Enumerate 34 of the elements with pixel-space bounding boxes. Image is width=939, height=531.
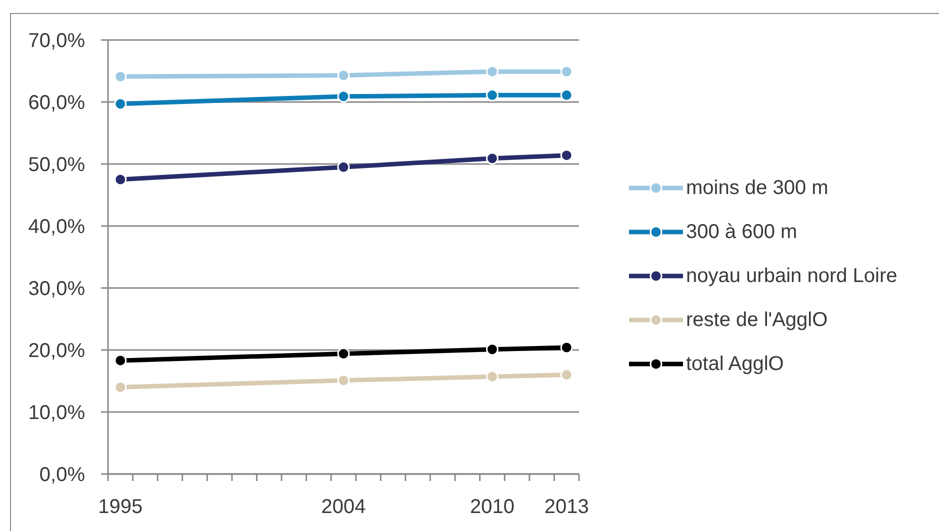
y-tick-label: 20,0% xyxy=(28,340,86,362)
legend-label: moins de 300 m xyxy=(686,176,828,200)
y-tick-label: 60,0% xyxy=(28,92,86,114)
point xyxy=(337,90,350,103)
point xyxy=(114,70,127,83)
point xyxy=(337,69,350,82)
point xyxy=(560,149,573,162)
point xyxy=(486,370,498,383)
x-tick-label: 2013 xyxy=(544,496,589,518)
y-tick-label: 40,0% xyxy=(28,216,86,238)
legend-label: noyau urbain nord Loire xyxy=(686,264,898,288)
x-tick-label: 2004 xyxy=(321,496,366,518)
y-tick-label: 10,0% xyxy=(28,402,86,424)
y-tick-label: 70,0% xyxy=(28,30,86,52)
legend-label: 300 à 600 m xyxy=(686,220,798,244)
legend-label: reste de l'AgglO xyxy=(686,308,828,332)
y-tick-label: 50,0% xyxy=(28,154,86,176)
point xyxy=(560,341,573,354)
point xyxy=(560,88,573,102)
y-tick-label: 0,0% xyxy=(39,464,86,486)
point xyxy=(486,343,498,356)
y-tick-label: 30,0% xyxy=(28,278,86,300)
x-tick-label: 1995 xyxy=(98,496,143,518)
point xyxy=(114,98,127,110)
point xyxy=(486,152,498,165)
point xyxy=(560,65,573,78)
point xyxy=(114,173,127,186)
legend-label: total AgglO xyxy=(686,352,784,376)
point xyxy=(486,65,498,78)
point xyxy=(486,88,498,102)
x-tick-label: 2010 xyxy=(470,496,514,518)
point xyxy=(114,354,127,367)
point xyxy=(337,374,350,387)
point xyxy=(337,160,350,174)
